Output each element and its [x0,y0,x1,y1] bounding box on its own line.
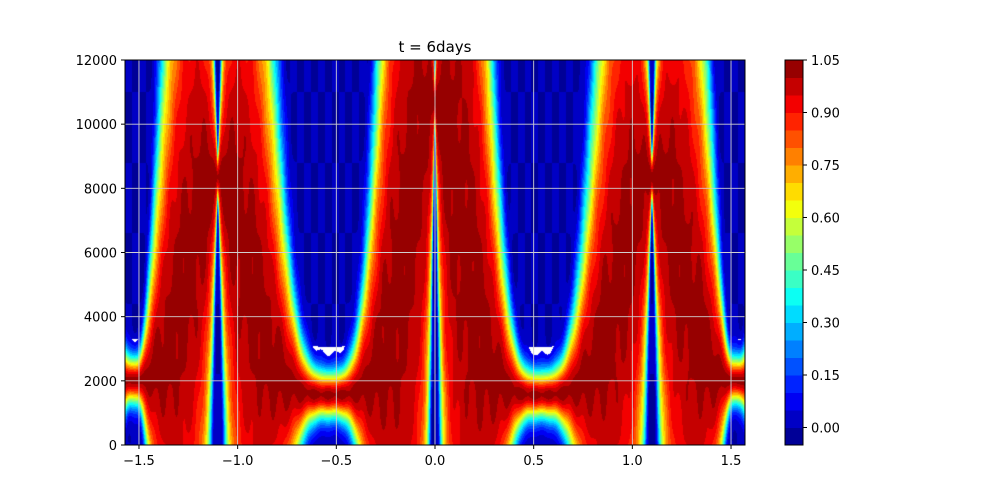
colorbar-level [785,410,803,428]
colorbar-tick-label: 0.15 [811,369,840,384]
colorbar-level [785,375,803,393]
colorbar-tick-label: 0.45 [811,264,840,279]
x-tick-label: −0.5 [321,454,353,469]
colorbar-level [785,340,803,358]
colorbar-level [785,427,803,446]
x-tick-label: −1.0 [222,454,254,469]
colorbar-level [785,357,803,376]
y-tick-label: 0 [109,439,117,454]
x-axis: −1.5 −1.0 −0.5 0.0 0.5 1.0 1.5 [123,445,741,469]
colorbar-level [785,60,803,78]
colorbar-tick-label: 1.05 [811,54,840,69]
colorbar-level [785,392,803,411]
colorbar-frame [784,59,804,446]
colorbar-level [785,305,803,323]
colorbar-level [785,165,803,183]
x-tick-label: −1.5 [123,454,155,469]
colorbar-level [785,147,803,166]
y-axis: 0 2000 4000 6000 8000 10000 12000 [76,54,125,454]
y-tick-label: 2000 [84,375,117,390]
chart-title: t = 6days [399,38,472,56]
x-tick-label: 1.5 [721,454,742,469]
colorbar-level [785,130,803,148]
y-tick-label: 6000 [84,247,117,262]
colorbar-tick-label: 0.90 [811,107,840,122]
x-tick-label: 0.0 [425,454,446,469]
colorbar-level [785,270,803,288]
colorbar-level [785,235,803,253]
colorbar-level [785,287,803,306]
colorbar-level [785,322,803,341]
colorbar-level [785,182,803,201]
y-tick-label: 8000 [84,182,117,197]
colorbar-level [785,95,803,113]
colorbar-tick-label: 0.00 [811,422,840,437]
colorbar-level [785,112,803,131]
y-tick-label: 4000 [84,311,117,326]
colorbar-level [785,77,803,96]
y-tick-label: 12000 [76,54,117,69]
x-tick-label: 0.5 [523,454,544,469]
x-tick-label: 1.0 [622,454,643,469]
y-tick-label: 10000 [76,118,117,133]
colorbar-tick-label: 0.75 [811,159,840,174]
colorbar-tick-label: 0.30 [811,317,840,332]
colorbar-level [785,252,803,271]
colorbar-level [785,217,803,236]
colorbar: 0.00 0.15 0.30 0.45 0.60 0.75 0.90 1.05 [784,54,840,446]
colorbar-level [785,200,803,218]
colorbar-tick-label: 0.60 [811,212,840,227]
